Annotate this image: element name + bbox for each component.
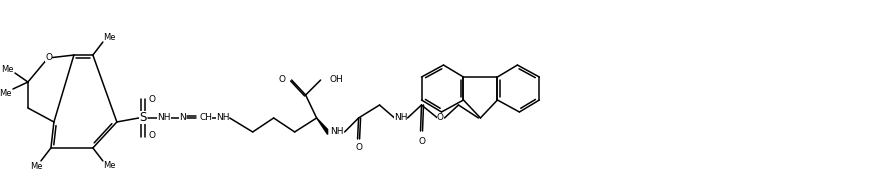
- Text: O: O: [148, 96, 155, 104]
- Text: N: N: [180, 113, 186, 122]
- Text: OH: OH: [330, 74, 344, 83]
- Text: O: O: [148, 131, 155, 140]
- Text: Me: Me: [0, 88, 11, 97]
- Text: Me: Me: [103, 32, 116, 42]
- Text: O: O: [46, 53, 53, 62]
- Text: Me: Me: [103, 161, 116, 170]
- Polygon shape: [317, 118, 328, 134]
- Text: CH: CH: [199, 113, 212, 122]
- Text: Me: Me: [30, 162, 42, 171]
- Text: O: O: [355, 143, 362, 152]
- Text: NH: NH: [330, 127, 344, 136]
- Text: O: O: [437, 113, 444, 122]
- Text: O: O: [279, 74, 286, 83]
- Text: Me: Me: [1, 65, 13, 74]
- Text: NH: NH: [216, 113, 230, 122]
- Text: NH: NH: [394, 113, 407, 122]
- Text: O: O: [418, 138, 425, 146]
- Text: NH: NH: [157, 113, 170, 122]
- Text: S: S: [139, 112, 146, 125]
